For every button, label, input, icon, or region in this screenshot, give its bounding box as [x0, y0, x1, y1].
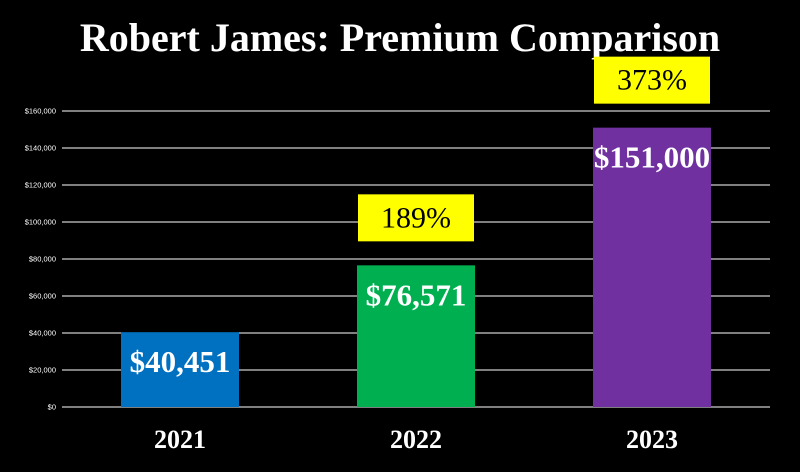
bar	[593, 127, 711, 408]
bars	[121, 127, 711, 408]
x-category-label: 2021	[154, 425, 206, 454]
percent-callouts: 189% 373%	[358, 56, 710, 242]
y-tick-label: $160,000	[25, 107, 56, 116]
percent-callout-label: 189%	[381, 201, 451, 234]
y-tick-label: $80,000	[29, 255, 56, 264]
percent-callout-box	[594, 56, 710, 104]
bar-data-label: $151,000	[594, 140, 710, 175]
percent-callout-label: 373%	[617, 64, 687, 97]
data-labels: $40,451 $76,571 $151,000	[130, 140, 711, 380]
y-tick-label: $100,000	[25, 218, 56, 227]
y-tick-label: $40,000	[29, 329, 56, 338]
x-axis-category-labels: 2021 2022 2023	[154, 425, 678, 454]
bar	[121, 332, 239, 407]
bar-data-label: $40,451	[130, 344, 231, 379]
bar-data-label: $76,571	[366, 277, 467, 312]
bar	[357, 265, 475, 407]
y-tick-label: $0	[48, 403, 56, 412]
chart-title: Robert James: Premium Comparison	[79, 15, 721, 60]
x-category-label: 2023	[626, 425, 678, 454]
y-tick-label: $120,000	[25, 181, 56, 190]
y-axis-tick-labels: $0 $20,000 $40,000 $60,000 $80,000 $100,000 $1…	[25, 107, 56, 412]
y-tick-label: $60,000	[29, 292, 56, 301]
y-tick-label: $20,000	[29, 366, 56, 375]
x-category-label: 2022	[390, 425, 442, 454]
y-tick-label: $140,000	[25, 144, 56, 153]
percent-callout-box	[358, 194, 474, 242]
